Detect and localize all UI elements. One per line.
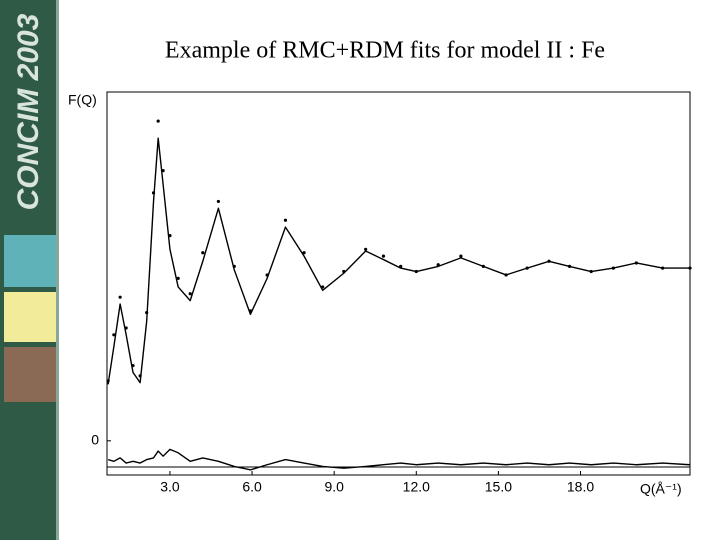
data-point bbox=[364, 247, 368, 251]
data-point bbox=[589, 269, 593, 274]
data-point bbox=[201, 251, 205, 255]
x-tick-label: 12.0 bbox=[403, 479, 430, 495]
sidebar-edge bbox=[56, 0, 59, 540]
x-tick-label: 15.0 bbox=[485, 479, 512, 495]
data-point bbox=[459, 254, 463, 258]
thumbnail bbox=[4, 347, 56, 402]
plot-frame bbox=[106, 91, 691, 476]
data-point bbox=[381, 254, 386, 258]
data-point bbox=[661, 266, 665, 270]
data-point bbox=[188, 292, 192, 296]
series-line bbox=[107, 137, 690, 385]
data-point bbox=[138, 374, 142, 378]
data-point bbox=[176, 276, 180, 280]
data-point bbox=[399, 264, 403, 269]
x-tick-label: 3.0 bbox=[160, 479, 180, 495]
data-point bbox=[634, 261, 638, 265]
data-point bbox=[145, 310, 149, 315]
data-point bbox=[283, 218, 288, 222]
x-axis-label: Q(Å⁻¹) bbox=[640, 481, 682, 497]
series-line bbox=[107, 448, 691, 471]
data-point bbox=[216, 199, 220, 204]
y-tick-label: 0 bbox=[91, 432, 99, 448]
thumbnail bbox=[4, 235, 56, 287]
data-point bbox=[611, 266, 615, 270]
chart-title: Example of RMC+RDM fits for model II : F… bbox=[165, 38, 605, 64]
data-point bbox=[567, 264, 572, 269]
data-point bbox=[436, 263, 440, 267]
data-point bbox=[232, 264, 236, 269]
data-point bbox=[248, 309, 253, 313]
data-point bbox=[342, 269, 346, 274]
data-point bbox=[321, 285, 325, 289]
data-point bbox=[414, 269, 418, 274]
data-point bbox=[302, 251, 306, 255]
data-point bbox=[131, 363, 135, 368]
data-point bbox=[525, 266, 529, 270]
x-tick-label: 6.0 bbox=[242, 479, 262, 495]
data-point bbox=[547, 259, 551, 263]
data-point bbox=[161, 169, 165, 173]
data-point bbox=[124, 326, 128, 330]
y-axis-label: F(Q) bbox=[68, 92, 97, 108]
data-point bbox=[151, 191, 156, 195]
data-point bbox=[504, 273, 508, 277]
data-point bbox=[106, 379, 110, 383]
data-point bbox=[168, 234, 172, 238]
data-point bbox=[688, 266, 692, 270]
thumbnail bbox=[4, 292, 56, 342]
data-point bbox=[118, 295, 122, 299]
data-point bbox=[265, 273, 269, 277]
sidebar-text: CONCIM 2003 bbox=[12, 13, 45, 210]
data-point bbox=[112, 333, 116, 337]
x-tick-label: 9.0 bbox=[324, 479, 344, 495]
data-point bbox=[481, 264, 485, 269]
data-point bbox=[156, 119, 160, 123]
x-tick-label: 18.0 bbox=[567, 479, 594, 495]
